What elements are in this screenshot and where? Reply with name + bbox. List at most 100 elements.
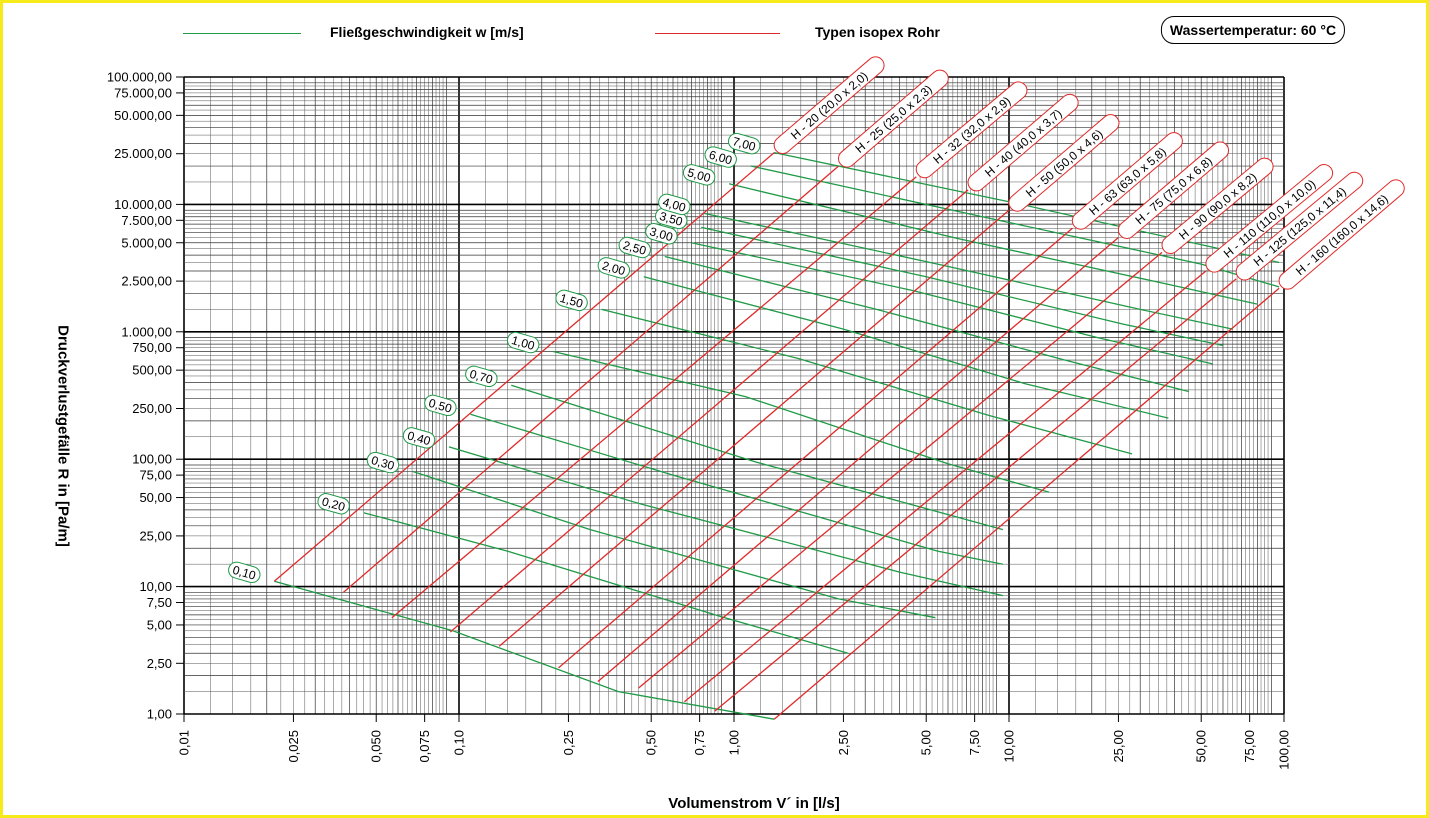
velocity-line xyxy=(691,242,1213,365)
y-tick-label: 750,00 xyxy=(132,340,172,355)
velocity-line xyxy=(704,212,1233,330)
x-tick-label: 5,00 xyxy=(919,730,934,755)
y-tick-label: 1,00 xyxy=(147,707,172,722)
velocity-line xyxy=(553,350,1050,493)
velocity-label: 0,40 xyxy=(402,427,436,449)
legend-pipe-label: Typen isopex Rohr xyxy=(815,24,940,40)
y-tick-label: 250,00 xyxy=(132,401,172,416)
pipe-label-text: H - 160 (160,0 x 14,6) xyxy=(1293,192,1391,278)
velocity-label: 5,00 xyxy=(682,164,716,186)
velocity-line xyxy=(470,413,1004,565)
velocity-label-text: 5,00 xyxy=(686,165,713,185)
x-tick-label: 25,00 xyxy=(1111,730,1126,763)
pipe-label-pill xyxy=(773,56,885,155)
y-tick-label: 100,00 xyxy=(132,452,172,467)
velocity-label-text: 0,20 xyxy=(320,494,347,514)
velocity-label-text: 0,50 xyxy=(427,396,454,416)
velocity-label-pill xyxy=(727,132,761,155)
pipe-label-pill xyxy=(915,81,1028,179)
x-tick-label: 0,075 xyxy=(417,730,432,763)
pipe-label-pill xyxy=(1071,132,1183,230)
y-tick-label: 10,00 xyxy=(139,579,172,594)
velocity-label-pill xyxy=(465,365,498,388)
pipe-line xyxy=(391,176,917,619)
x-tick-label: 0,75 xyxy=(692,730,707,755)
velocity-label-text: 0,10 xyxy=(231,563,258,583)
velocity-label-pill xyxy=(506,331,540,354)
velocity-label-text: 7,00 xyxy=(731,134,758,154)
velocity-label-text: 3,00 xyxy=(648,224,675,244)
y-tick-label: 25.000,00 xyxy=(114,146,172,161)
y-tick-label: 1.000,00 xyxy=(121,324,172,339)
pipe-line xyxy=(683,270,1207,703)
legend-flow-label: Fließgeschwindigkeit w [m/s] xyxy=(330,24,524,40)
velocity-label: 6,00 xyxy=(704,146,737,168)
velocity-label-pill xyxy=(424,394,457,417)
pipe-label-pill xyxy=(1235,171,1364,281)
velocity-label-pill xyxy=(555,289,588,312)
legend-pipe-line xyxy=(655,33,780,34)
pipe-line xyxy=(638,251,1163,689)
pipe-line xyxy=(498,209,1010,647)
pipe-line xyxy=(558,227,1073,669)
x-tick-label: 10,00 xyxy=(1002,730,1017,763)
velocity-label-text: 4,00 xyxy=(661,195,688,215)
pipe-line xyxy=(273,152,775,582)
pipe-line xyxy=(597,237,1119,682)
velocity-line xyxy=(274,580,775,720)
velocity-label: 2,50 xyxy=(618,236,651,259)
velocity-label-text: 1,00 xyxy=(510,333,537,353)
y-tick-label: 10.000,00 xyxy=(114,197,172,212)
pipe-label-pill xyxy=(1205,164,1334,273)
velocity-line xyxy=(701,226,1224,347)
x-tick-label: 1,00 xyxy=(727,730,742,755)
x-tick-label: 100,00 xyxy=(1277,730,1292,770)
pipe-line xyxy=(342,165,840,593)
x-tick-label: 50,00 xyxy=(1194,730,1209,763)
velocity-label-pill xyxy=(682,164,716,186)
pipe-label: H - 90 (90,0 x 8,2) xyxy=(1161,157,1274,254)
velocity-label-pill xyxy=(704,146,737,168)
pipe-label-pill xyxy=(967,93,1079,192)
velocity-line xyxy=(664,255,1189,393)
velocity-label-text: 0,40 xyxy=(406,428,433,448)
y-tick-label: 2.500,00 xyxy=(121,274,172,289)
x-tick-label: 0,01 xyxy=(177,730,192,755)
velocity-label: 0,70 xyxy=(465,365,498,388)
velocity-line xyxy=(412,470,936,619)
velocity-label-pill xyxy=(228,561,261,584)
velocity-label-pill xyxy=(317,493,350,515)
velocity-line xyxy=(448,446,1004,597)
velocity-line xyxy=(643,276,1169,419)
x-axis-label: Volumenstrom V´ in [l/s] xyxy=(668,795,840,812)
velocity-label-pill xyxy=(658,193,691,216)
x-tick-label: 0,025 xyxy=(286,730,301,763)
velocity-label-pill xyxy=(618,236,651,259)
x-tick-label: 0,50 xyxy=(644,730,659,755)
x-tick-label: 0,25 xyxy=(561,730,576,755)
x-tick-label: 7,50 xyxy=(967,730,982,755)
pipe-line xyxy=(714,278,1237,712)
pipe-label-pill xyxy=(837,69,949,168)
pipe-label-pill xyxy=(1278,179,1405,290)
pipe-label: H - 75 (75,0 x 6,8) xyxy=(1117,141,1230,239)
velocity-label: 1,50 xyxy=(555,289,588,312)
velocity-label-pill xyxy=(402,427,436,449)
velocity-label-text: 2,00 xyxy=(601,258,628,278)
y-tick-label: 75,00 xyxy=(139,468,172,483)
velocity-label-text: 0,30 xyxy=(370,453,397,473)
pipe-line xyxy=(773,287,1280,720)
x-tick-label: 0,10 xyxy=(452,730,467,755)
velocity-label-pill xyxy=(597,257,631,279)
velocity-line xyxy=(774,151,1280,264)
x-tick-label: 2,50 xyxy=(836,730,851,755)
x-tick-label: 75,00 xyxy=(1242,730,1257,763)
pipe-label-pill xyxy=(1117,141,1230,239)
velocity-label: 1,00 xyxy=(506,331,540,354)
velocity-label-pill xyxy=(645,223,678,245)
velocity-label: 3,00 xyxy=(645,223,678,245)
velocity-label: 2,00 xyxy=(597,257,631,279)
y-tick-label: 75.000,00 xyxy=(114,85,172,100)
y-tick-label: 25,00 xyxy=(139,528,172,543)
